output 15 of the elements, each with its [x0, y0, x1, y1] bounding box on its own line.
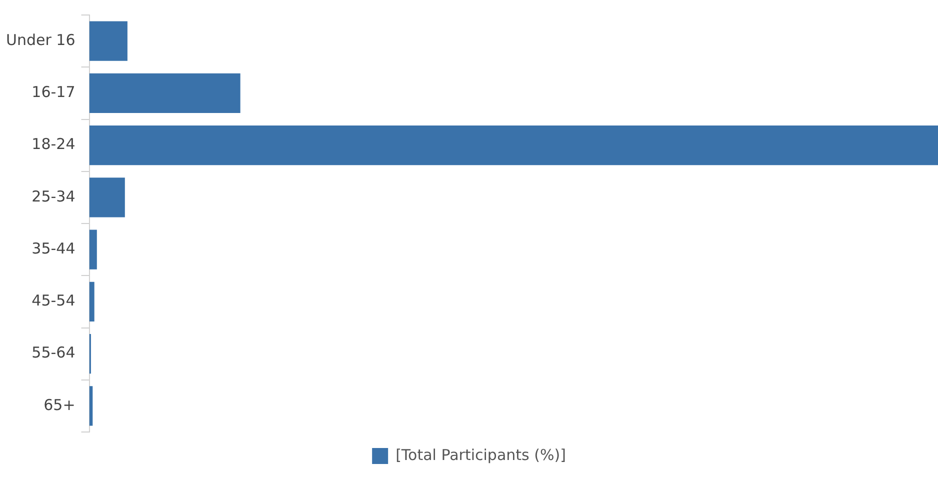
bar [89, 73, 240, 113]
legend-label: [Total Participants (%)] [396, 446, 566, 464]
y-tick-label: 55-64 [32, 344, 76, 362]
y-tick-label: 18-24 [32, 135, 76, 154]
bar [89, 178, 125, 218]
y-tick-label: 65+ [44, 396, 76, 414]
bar [89, 21, 128, 61]
y-tick-label: 45-54 [32, 292, 76, 310]
y-tick-label: Under 16 [6, 30, 76, 49]
y-tick-label: 16-17 [32, 83, 76, 102]
bar [89, 126, 938, 166]
y-tick-label: 35-44 [32, 239, 76, 258]
bar [89, 230, 97, 270]
y-tick-label: 25-34 [32, 187, 76, 206]
bar [89, 282, 94, 322]
